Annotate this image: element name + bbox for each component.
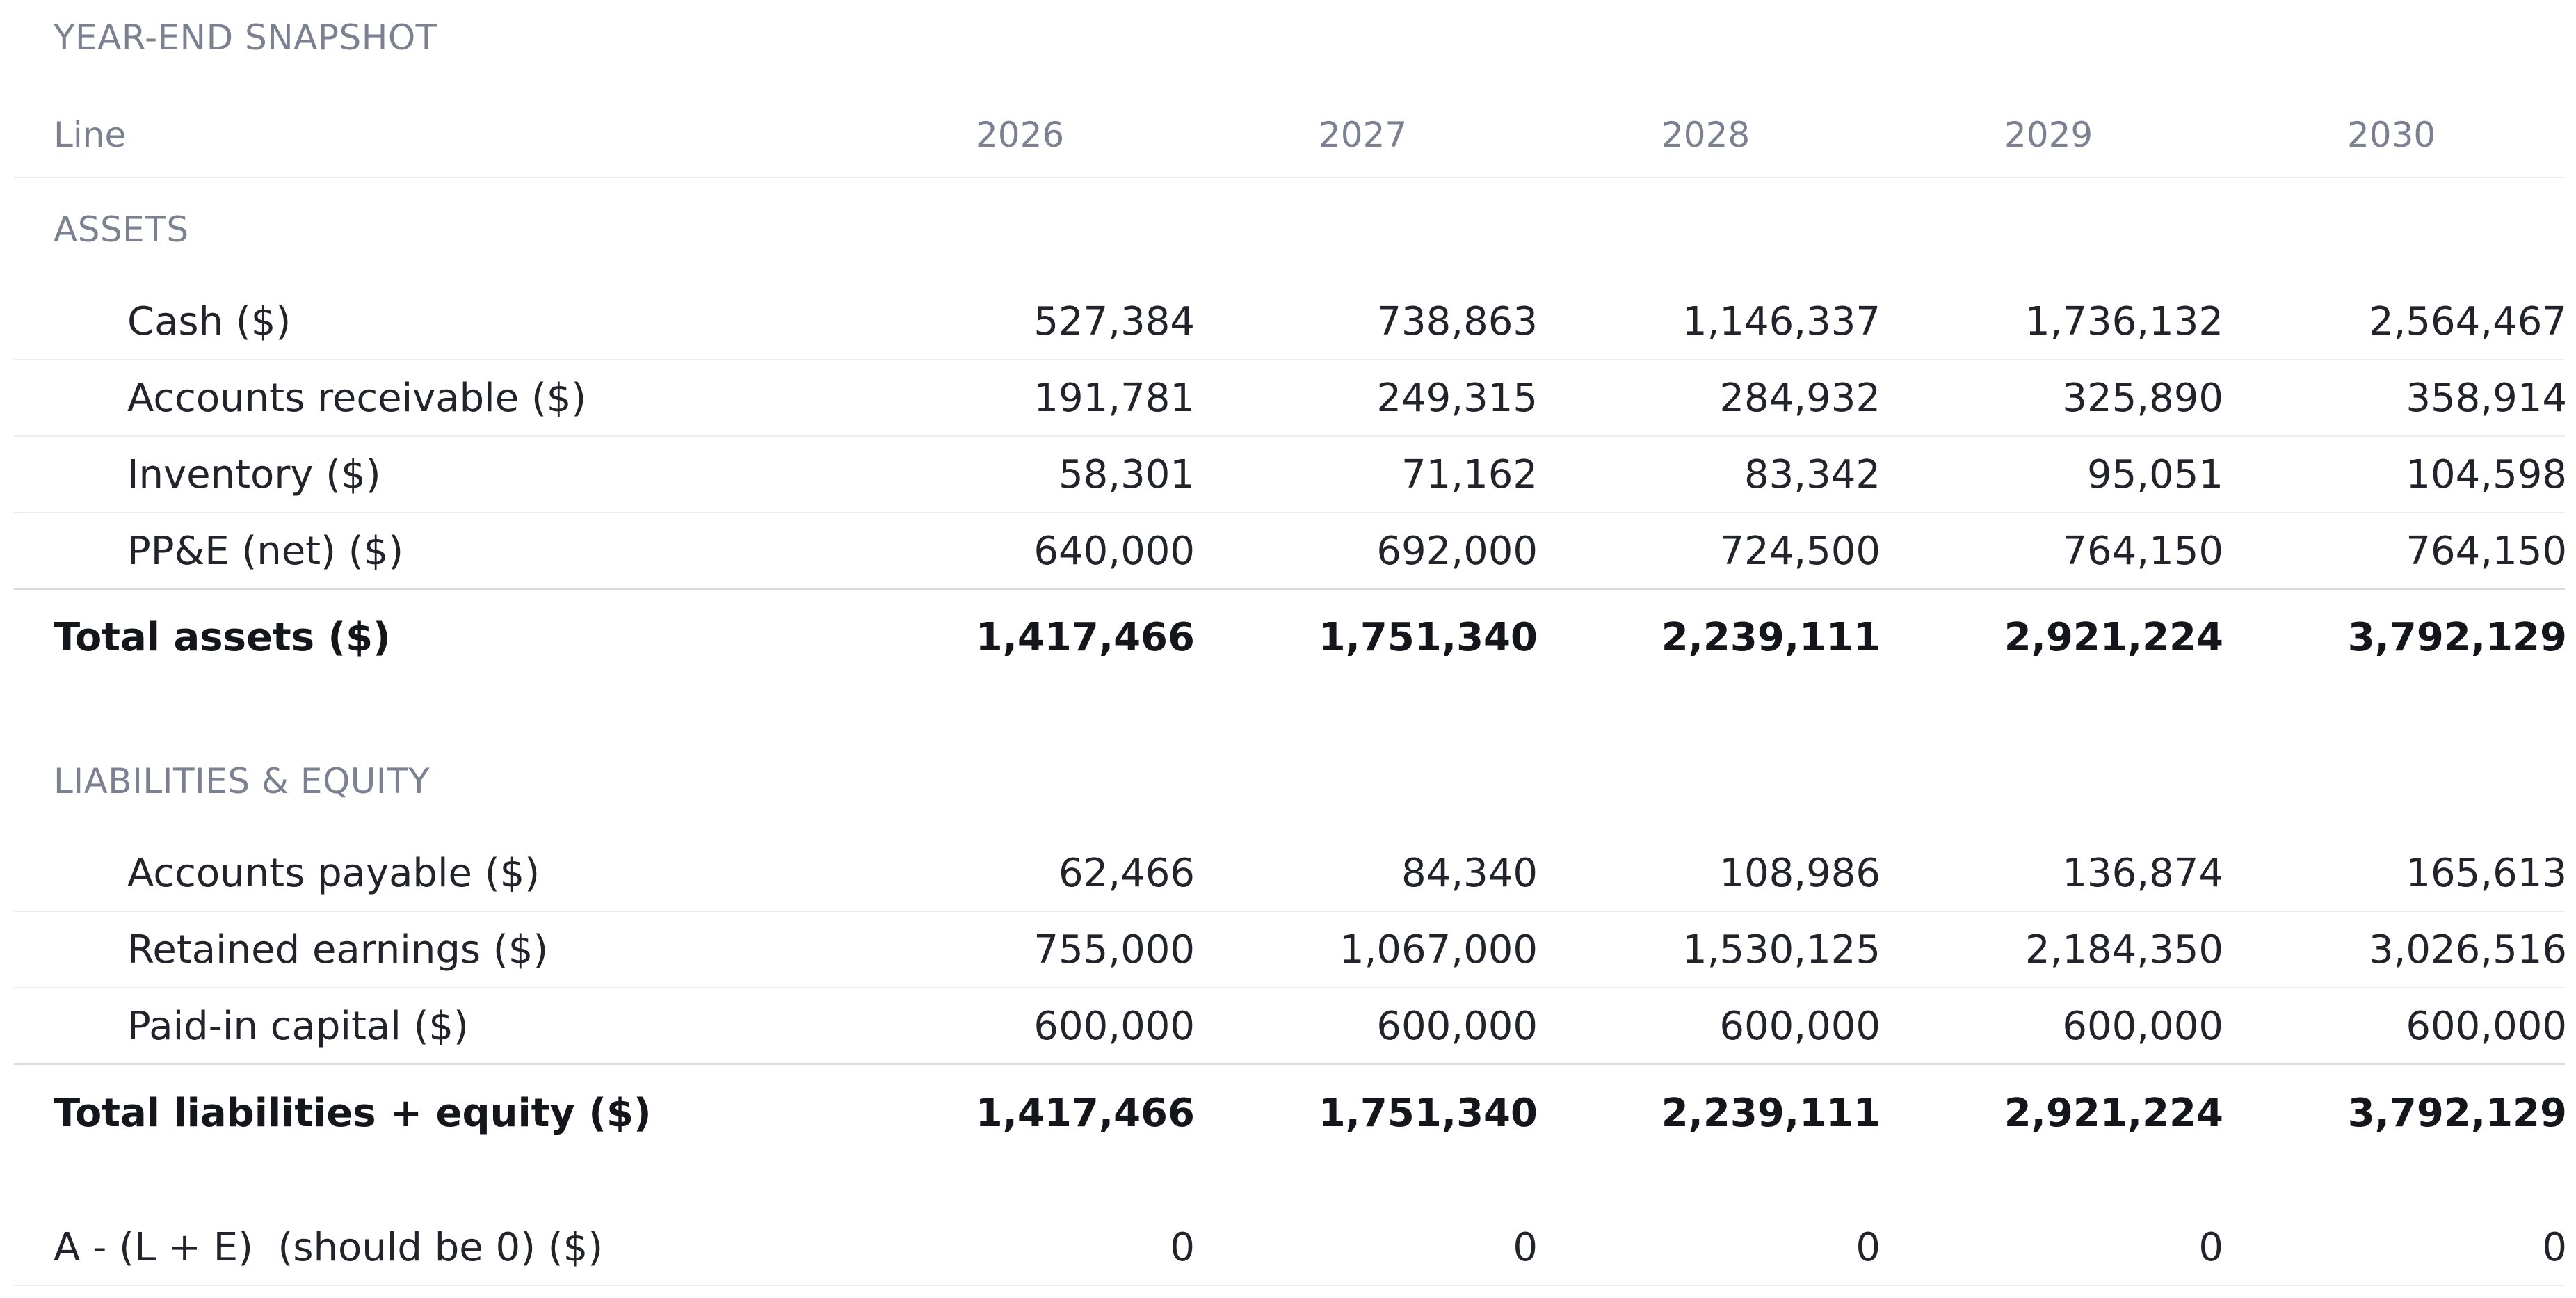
total-value: 2,239,111 (1661, 1091, 1881, 1136)
row-label: Accounts payable ($) (127, 851, 540, 896)
row-value: 692,000 (1376, 529, 1538, 574)
table-row: PP&E (net) ($) 640,000 692,000 724,500 7… (14, 513, 2567, 590)
column-header-year: 2030 (2347, 115, 2436, 155)
total-label: Total liabilities + equity ($) (54, 1091, 652, 1136)
table-row: Accounts payable ($) 62,466 84,340 108,9… (14, 835, 2567, 912)
total-value: 1,751,340 (1318, 615, 1538, 660)
table-row: Cash ($) 527,384 738,863 1,146,337 1,736… (14, 284, 2567, 360)
row-label: Retained earnings ($) (127, 927, 549, 972)
row-value: 136,874 (2062, 851, 2223, 896)
row-value: 600,000 (1376, 1004, 1538, 1049)
row-value: 191,781 (1033, 376, 1195, 421)
check-value: 0 (1855, 1225, 1881, 1270)
row-value: 325,890 (2062, 376, 2223, 421)
total-value: 3,792,129 (2347, 615, 2567, 660)
section-label-assets: ASSETS (54, 209, 189, 250)
table-row: Paid-in capital ($) 600,000 600,000 600,… (14, 988, 2567, 1065)
column-header-year: 2027 (1319, 115, 1408, 155)
total-liabilities-equity-row: Total liabilities + equity ($) 1,417,466… (14, 1075, 2567, 1152)
row-value: 600,000 (2062, 1004, 2223, 1049)
table-header: Line 2026 2027 2028 2029 2030 (14, 102, 2565, 178)
row-value: 527,384 (1033, 299, 1195, 344)
row-value: 600,000 (1033, 1004, 1195, 1049)
row-value: 1,530,125 (1682, 927, 1881, 972)
total-value: 3,792,129 (2347, 1091, 2567, 1136)
total-value: 2,239,111 (1661, 615, 1881, 660)
balance-sheet-snapshot: YEAR-END SNAPSHOT Line 2026 2027 2028 20… (14, 0, 2567, 1298)
row-value: 249,315 (1376, 376, 1538, 421)
total-label: Total assets ($) (54, 615, 391, 660)
row-value: 640,000 (1033, 529, 1195, 574)
row-label: Paid-in capital ($) (127, 1004, 469, 1049)
total-value: 2,921,224 (2004, 1091, 2223, 1136)
check-value: 0 (1513, 1225, 1538, 1270)
row-label: PP&E (net) ($) (127, 529, 404, 574)
total-assets-row: Total assets ($) 1,417,466 1,751,340 2,2… (14, 600, 2567, 676)
row-value: 2,564,467 (2368, 299, 2567, 344)
check-label: A - (L + E) (should be 0) ($) (54, 1225, 604, 1270)
row-value: 71,162 (1401, 452, 1538, 497)
row-value: 764,150 (2406, 529, 2567, 574)
total-value: 1,751,340 (1318, 1091, 1538, 1136)
row-value: 1,067,000 (1339, 927, 1538, 972)
table-row: Accounts receivable ($) 191,781 249,315 … (14, 360, 2567, 437)
row-value: 3,026,516 (2368, 927, 2567, 972)
table-row: Inventory ($) 58,301 71,162 83,342 95,05… (14, 437, 2567, 513)
row-label: Accounts receivable ($) (127, 376, 587, 421)
row-label: Cash ($) (127, 299, 291, 344)
row-value: 284,932 (1719, 376, 1881, 421)
row-value: 83,342 (1744, 452, 1881, 497)
balance-check-row: A - (L + E) (should be 0) ($) 0 0 0 0 0 (14, 1210, 2567, 1286)
check-value: 0 (2198, 1225, 2223, 1270)
row-value: 1,146,337 (1682, 299, 1881, 344)
table-row: Retained earnings ($) 755,000 1,067,000 … (14, 912, 2567, 988)
column-header-year: 2029 (2004, 115, 2093, 155)
row-label: Inventory ($) (127, 452, 381, 497)
row-value: 95,051 (2087, 452, 2223, 497)
row-value: 724,500 (1719, 529, 1881, 574)
row-value: 600,000 (2406, 1004, 2567, 1049)
row-value: 1,736,132 (2024, 299, 2223, 344)
row-value: 600,000 (1719, 1004, 1881, 1049)
section-label-liabilities-equity: LIABILITIES & EQUITY (54, 761, 430, 801)
row-value: 764,150 (2062, 529, 2223, 574)
row-value: 755,000 (1033, 927, 1195, 972)
row-value: 2,184,350 (2024, 927, 2223, 972)
row-value: 358,914 (2406, 376, 2567, 421)
total-value: 2,921,224 (2004, 615, 2223, 660)
check-value: 0 (1170, 1225, 1195, 1270)
row-value: 104,598 (2406, 452, 2567, 497)
column-header-year: 2026 (976, 115, 1065, 155)
column-header-year: 2028 (1661, 115, 1750, 155)
snapshot-title: YEAR-END SNAPSHOT (54, 17, 437, 58)
row-value: 165,613 (2406, 851, 2567, 896)
row-value: 84,340 (1401, 851, 1538, 896)
total-value: 1,417,466 (975, 615, 1195, 660)
row-value: 58,301 (1058, 452, 1195, 497)
row-value: 108,986 (1719, 851, 1881, 896)
row-value: 738,863 (1376, 299, 1538, 344)
column-header-line: Line (54, 115, 127, 155)
row-value: 62,466 (1058, 851, 1195, 896)
total-value: 1,417,466 (975, 1091, 1195, 1136)
check-value: 0 (2542, 1225, 2567, 1270)
